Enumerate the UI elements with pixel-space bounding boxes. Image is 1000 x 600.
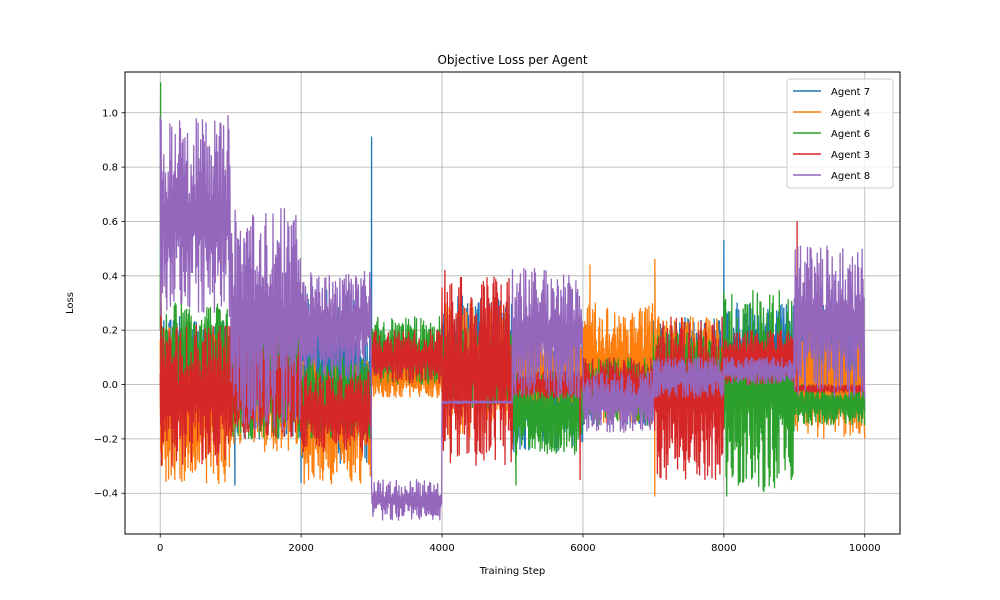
- x-tick-label: 2000: [288, 543, 313, 554]
- series-line-agent-8: [159, 114, 866, 521]
- legend: Agent 7 Agent 4 Agent 6 Agent 3 Agent 8: [786, 78, 894, 189]
- x-tick-label: 6000: [570, 543, 595, 554]
- y-tick-label: 0.4: [102, 271, 118, 282]
- legend-label: Agent 3: [831, 150, 870, 161]
- y-tick-label: −0.2: [94, 434, 118, 445]
- y-tick-label: 0.6: [102, 217, 118, 228]
- chart-title: Objective Loss per Agent: [437, 53, 587, 67]
- x-tick-label: 4000: [429, 543, 454, 554]
- plot-frame: [124, 71, 901, 535]
- legend-label: Agent 7: [831, 87, 870, 98]
- legend-label: Agent 8: [831, 171, 870, 182]
- y-tick-label: 0.0: [102, 380, 118, 391]
- x-tick-label: 10000: [849, 543, 881, 554]
- y-axis: −0.4 −0.2 0.0 0.2 0.4 0.6 0.8 1.0: [94, 108, 125, 500]
- x-tick-label: 8000: [711, 543, 736, 554]
- x-axis-label: Training Step: [479, 566, 545, 577]
- y-tick-label: 1.0: [102, 108, 118, 119]
- y-axis-label: Loss: [65, 292, 76, 314]
- legend-label: Agent 4: [831, 108, 870, 119]
- series-layer: [159, 82, 866, 521]
- legend-label: Agent 6: [831, 129, 870, 140]
- legend-box: [786, 78, 894, 189]
- y-tick-label: 0.8: [102, 163, 118, 174]
- x-axis: 0 2000 4000 6000 8000 10000: [157, 534, 881, 554]
- y-tick-label: −0.4: [94, 489, 118, 500]
- x-tick-label: 0: [157, 543, 163, 554]
- y-tick-label: 0.2: [102, 326, 118, 337]
